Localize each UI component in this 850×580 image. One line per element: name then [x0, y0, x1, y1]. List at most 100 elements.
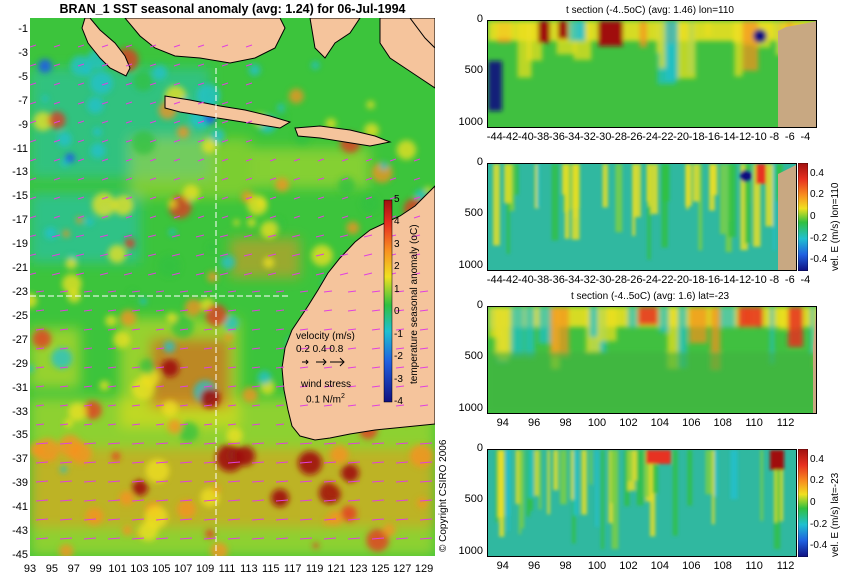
section-column	[742, 21, 759, 71]
velocity-column	[504, 164, 512, 204]
wind-arrow	[371, 537, 385, 540]
wind-legend-value: 0.1 N/m2	[306, 393, 345, 405]
t_lon-x-tick-label: -38	[533, 131, 550, 143]
section-column	[509, 307, 524, 358]
section-column	[705, 21, 711, 37]
eddy	[120, 309, 137, 327]
wind-arrow	[101, 82, 109, 86]
wind-arrow	[99, 234, 109, 238]
u_lon-x-tick-label: -26	[626, 274, 643, 286]
wind-arrow	[299, 328, 309, 331]
wind-arrow	[30, 44, 37, 48]
wind-arrow	[125, 177, 133, 181]
map-y-tick-label: -41	[12, 501, 28, 514]
wind-arrow	[395, 442, 409, 445]
map-y-tick-label: -25	[12, 309, 28, 322]
wind-arrow	[275, 480, 289, 483]
eddy	[379, 161, 389, 171]
u_lat-colorbar-tick: 0.2	[810, 475, 824, 487]
wind-arrow	[275, 385, 285, 388]
wind-arrow	[221, 215, 229, 219]
wind-arrow	[347, 328, 357, 331]
section-column	[677, 307, 687, 368]
wind-arrow	[197, 177, 205, 181]
u_lon-y-tick-label: 1000	[458, 258, 483, 271]
wind-arrow	[155, 309, 165, 312]
velocity-column	[570, 450, 576, 500]
wind-arrow	[243, 234, 253, 238]
wind-arrow	[131, 404, 141, 407]
wind-arrow	[125, 215, 133, 219]
wind-arrow	[59, 461, 73, 464]
wind-arrow	[299, 480, 313, 483]
map-x-tick-label: 109	[195, 563, 215, 575]
t_lon-x-tick-label: -42	[502, 131, 519, 143]
wind-arrow	[221, 177, 229, 181]
u_lon-x-tick-label: -30	[595, 274, 612, 286]
velocity-column	[538, 450, 542, 510]
u_lat-x-tick-label: 98	[559, 560, 572, 572]
wind-arrow	[125, 101, 133, 105]
map-y-tick-label: -23	[12, 285, 28, 298]
section-column	[770, 307, 775, 364]
wind-arrow	[221, 139, 229, 143]
wind-arrow	[179, 385, 189, 388]
wind-arrow	[30, 120, 37, 124]
eddy	[65, 257, 78, 270]
eddy	[113, 195, 134, 216]
map-y-tick-label: -5	[18, 70, 28, 83]
velocity-column	[495, 450, 499, 523]
wind-arrow	[293, 177, 301, 181]
wind-arrow	[35, 347, 45, 350]
section-column	[658, 307, 669, 333]
t_lat-y-tick-label: 0	[476, 299, 483, 311]
wind-arrow	[77, 177, 85, 181]
wind-arrow	[251, 309, 261, 312]
eddy	[340, 505, 357, 522]
wind-arrow	[203, 480, 217, 483]
wind-arrow	[227, 499, 241, 502]
wind-arrow	[173, 177, 181, 181]
t_lat-y-tick-label: 1000	[458, 401, 483, 414]
eddy	[168, 199, 177, 209]
wind-arrow	[83, 328, 93, 331]
t_lon-x-tick-label: -30	[595, 131, 612, 143]
warm-eddy	[319, 482, 341, 504]
t_lat-x-tick-label: 94	[496, 417, 509, 429]
wind-arrow	[173, 63, 181, 67]
wind-arrow	[125, 44, 133, 48]
velocity-column	[686, 164, 689, 210]
wind-arrow	[203, 518, 217, 521]
wind-arrow	[221, 120, 229, 124]
velocity-legend-title: velocity (m/s)	[296, 331, 355, 342]
map-x-tick-label: 97	[67, 563, 80, 575]
wind-arrow	[77, 82, 85, 86]
velocity-column	[719, 164, 726, 235]
wind-arrow	[203, 347, 213, 350]
wind-arrow	[395, 328, 405, 331]
t_lon-x-tick-label: -32	[579, 131, 596, 143]
wind-arrow	[219, 272, 229, 276]
wind-arrow	[77, 139, 85, 143]
wind-arrow	[123, 272, 133, 276]
velocity-column	[536, 164, 540, 208]
wind-arrow	[101, 139, 109, 143]
section-field	[488, 307, 816, 412]
wind-arrow	[293, 196, 301, 200]
eddy	[196, 83, 221, 108]
velocity-column	[526, 450, 530, 517]
wind-arrow	[77, 158, 85, 162]
section-column	[768, 21, 773, 38]
wind-arrow	[59, 347, 69, 350]
t_lon-x-tick-label: -14	[719, 131, 736, 143]
wind-arrow	[315, 253, 325, 257]
wind-arrow	[179, 518, 193, 521]
land-lesser-sunda	[294, 125, 392, 147]
u_lat-colorbar-label: vel. E (m/s) lat=-23	[830, 472, 841, 557]
u_lon-x-tick-label: -20	[673, 274, 690, 286]
wind-arrow	[323, 461, 337, 464]
wind-arrow	[59, 385, 69, 388]
wind-arrow	[203, 290, 213, 293]
wind-arrow	[251, 366, 261, 369]
section-column	[597, 307, 617, 342]
